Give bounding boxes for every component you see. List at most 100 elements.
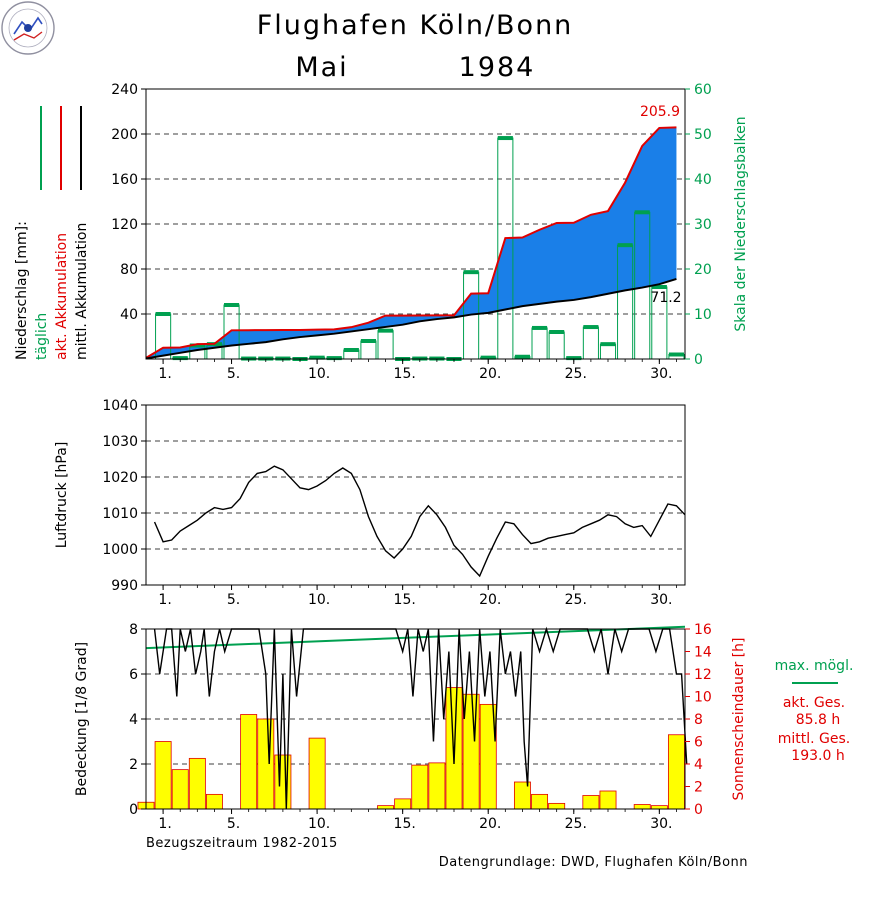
x-tick-label: 20. [479, 592, 501, 608]
cloud-left-axis-ticks: 0 2 4 6 8 [129, 622, 146, 818]
sunshine-y2-tick-label: 12 [694, 667, 712, 683]
x-tick-label: 15. [394, 366, 416, 382]
daily-precip-bar [377, 330, 394, 360]
precip-y-tick-label: 200 [111, 127, 138, 143]
x-tick-label: 25. [565, 592, 587, 608]
precip-y2-tick-label: 20 [694, 262, 712, 278]
precip-mittl-end-label: 71.2 [650, 290, 681, 306]
sunshine-bar [582, 795, 600, 810]
sunshine-right-axis-ticks: 0 2 4 6 8 10 12 14 16 [685, 622, 712, 818]
sunshine-y2-tick-label: 4 [694, 757, 703, 773]
chart-subtitle-month: Mai [295, 52, 348, 83]
sunshine-bar [188, 757, 206, 810]
pressure-gridlines [146, 440, 685, 550]
max-possible-label: max. mögl. [775, 658, 854, 674]
legend-label-akt: akt. Akkumulation [54, 233, 70, 360]
pressure-y-tick-label: 1000 [102, 542, 138, 558]
x-tick-label: 1. [158, 816, 171, 832]
precip-y-tick-label: 40 [120, 307, 138, 323]
cloud-x-axis-ticks: 1. 5. 10. 15. 20. 25. 30. [158, 809, 677, 832]
sunshine-y2-tick-label: 10 [694, 690, 712, 706]
pressure-x-axis-ticks: 1. 5. 10. 15. 20. 25. 30. [158, 585, 677, 608]
x-tick-label: 10. [308, 366, 330, 382]
sunshine-bar [667, 734, 685, 810]
precip-left-axis-ticks: 40 80 120 160 200 240 [111, 82, 146, 323]
precip-y-tick-label: 160 [111, 172, 138, 188]
pressure-y-tick-label: 1020 [102, 470, 138, 486]
precip-x-axis-ticks: 1. 5. 10. 15. 20. 25. 30. [158, 359, 677, 382]
x-tick-label: 25. [565, 816, 587, 832]
x-tick-label: 25. [565, 366, 587, 382]
precip-panel: 40 80 120 160 200 240 0 10 20 30 40 50 60 1. 5. 10. 15… [14, 82, 749, 382]
sunshine-bar [308, 737, 326, 810]
sunshine-y2-tick-label: 8 [694, 712, 703, 728]
sunshine-bar [377, 805, 395, 810]
daily-precip-bar [531, 327, 548, 360]
akt-ges-value: 85.8 h [796, 712, 841, 728]
legend-label-daily: täglich [34, 313, 50, 360]
sunshine-bar [548, 802, 566, 810]
daily-precip-bar [582, 326, 599, 360]
precip-y-tick-label: 240 [111, 82, 138, 98]
precip-axis-label: Niederschlag [mm]: [14, 221, 30, 360]
mittl-ges-label: mittl. Ges. [778, 731, 851, 747]
x-tick-label: 30. [650, 816, 672, 832]
x-tick-label: 15. [394, 816, 416, 832]
precip-y2-tick-label: 0 [694, 352, 703, 368]
daily-precip-bar [360, 340, 377, 360]
x-tick-label: 20. [479, 366, 501, 382]
daily-precip-bar [548, 331, 565, 360]
sunshine-bar [274, 754, 292, 810]
cloud-y-tick-label: 8 [129, 622, 138, 638]
sunshine-bar [531, 793, 549, 810]
chart-subtitle-year: 1984 [459, 52, 536, 83]
precip-y2-tick-label: 40 [694, 172, 712, 188]
akt-ges-label: akt. Ges. [783, 695, 845, 711]
pressure-y-axis-ticks: 990 1000 1010 1020 1030 1040 [102, 398, 146, 594]
x-tick-label: 10. [308, 592, 330, 608]
sunshine-bars [137, 687, 685, 810]
cloud-y-tick-label: 4 [129, 712, 138, 728]
precip-right-axis-label: Skala der Niederschlagsbalken [733, 116, 749, 331]
data-source: Datengrundlage: DWD, Flughafen Köln/Bonn [439, 855, 748, 870]
sunshine-y2-tick-label: 6 [694, 735, 703, 751]
x-tick-label: 10. [308, 816, 330, 832]
sunshine-bar [428, 762, 446, 810]
accum-difference-fill [146, 127, 677, 359]
sunshine-bar [240, 714, 258, 810]
precip-y-tick-label: 80 [120, 262, 138, 278]
pressure-axis-label: Luftdruck [hPa] [54, 442, 70, 549]
pressure-y-tick-label: 1010 [102, 506, 138, 522]
sunshine-y2-tick-label: 0 [694, 802, 703, 818]
pressure-y-tick-label: 1040 [102, 398, 138, 414]
precip-accum-area [146, 127, 677, 359]
precip-right-axis-ticks: 0 10 20 30 40 50 60 [685, 82, 712, 368]
mittl-ges-value: 193.0 h [791, 748, 844, 764]
precip-accum-lines [145, 126, 677, 360]
sunshine-bar [633, 804, 651, 810]
legend-label-mittl: mittl. Akkumulation [74, 223, 90, 360]
max-possible-sunshine-line [145, 625, 686, 650]
pressure-line [153, 465, 686, 578]
cloud-y-tick-label: 0 [129, 802, 138, 818]
precip-y2-tick-label: 10 [694, 307, 712, 323]
x-tick-label: 20. [479, 816, 501, 832]
sunshine-y2-tick-label: 14 [694, 645, 712, 661]
precip-y2-tick-label: 60 [694, 82, 712, 98]
sunshine-y2-tick-label: 2 [694, 780, 703, 796]
sunshine-bar [205, 793, 223, 810]
daily-precip-bar [599, 343, 617, 360]
x-tick-label: 30. [650, 592, 672, 608]
pressure-series [153, 465, 686, 578]
x-tick-label: 5. [227, 816, 240, 832]
cloud-axis-label: Bedeckung [1/8 Grad] [74, 642, 90, 796]
sunshine-y2-tick-label: 16 [694, 622, 712, 638]
mittl-accum-line [145, 277, 677, 360]
sunshine-axis-label: Sonnenscheindauer [h] [731, 638, 747, 801]
sunshine-bar [650, 805, 668, 810]
pressure-plot-frame [145, 404, 686, 586]
x-tick-label: 5. [227, 592, 240, 608]
precip-y2-tick-label: 50 [694, 127, 712, 143]
